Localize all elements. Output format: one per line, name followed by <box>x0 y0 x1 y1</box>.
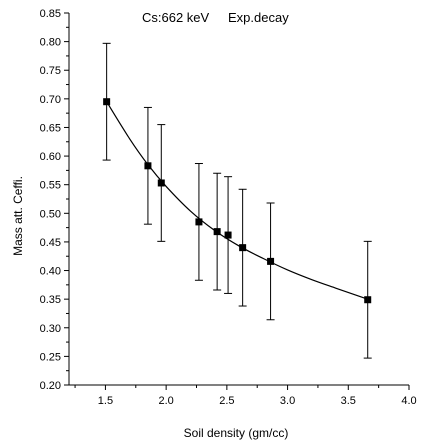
data-point <box>195 218 203 226</box>
plot-frame <box>68 13 409 386</box>
data-point <box>157 179 165 187</box>
data-point <box>239 244 247 252</box>
x-tick-label: 3.0 <box>280 395 295 407</box>
x-tick-label: 2.5 <box>219 395 234 407</box>
y-tick-label: 0.20 <box>40 380 61 392</box>
data-point <box>224 231 232 239</box>
chart-title: Cs:662 keV <box>142 10 210 25</box>
y-tick-label: 0.85 <box>40 8 61 20</box>
data-point <box>144 162 152 170</box>
data-points <box>102 42 372 359</box>
y-tick-label: 0.55 <box>40 180 61 192</box>
x-tick-label: 2.0 <box>158 395 173 407</box>
y-tick-label: 0.70 <box>40 94 61 106</box>
data-point <box>103 98 111 106</box>
fit-curve-group <box>106 101 368 300</box>
y-tick-label: 0.80 <box>40 37 61 49</box>
y-tick-label: 0.40 <box>40 266 61 278</box>
y-axis: 0.20 0.25 0.30 0.35 0.40 0.45 0.50 0.55 0.60 0.65… <box>40 8 69 392</box>
y-tick-label: 0.25 <box>40 351 61 363</box>
data-point <box>364 296 372 304</box>
y-tick-label: 0.60 <box>40 151 61 163</box>
x-tick-label: 4.0 <box>401 395 416 407</box>
y-tick-label: 0.50 <box>40 208 61 220</box>
y-tick-label: 0.75 <box>40 65 61 77</box>
y-axis-label: Mass att. Ceffi. <box>11 176 25 256</box>
x-tick-label: 1.5 <box>98 395 113 407</box>
data-point <box>267 257 275 265</box>
y-tick-label: 0.65 <box>40 122 61 134</box>
y-tick-label: 0.35 <box>40 294 61 306</box>
data-point <box>213 228 221 236</box>
chart-subtitle: Exp.decay <box>228 10 289 25</box>
x-axis-label: Soil density (gm/cc) <box>184 426 289 440</box>
x-tick-label: 3.5 <box>341 395 356 407</box>
y-tick-label: 0.30 <box>40 323 61 335</box>
fit-curve <box>106 101 368 300</box>
x-axis: 1.5 2.0 2.5 3.0 3.5 4.0 <box>74 385 417 407</box>
y-tick-label: 0.45 <box>40 237 61 249</box>
